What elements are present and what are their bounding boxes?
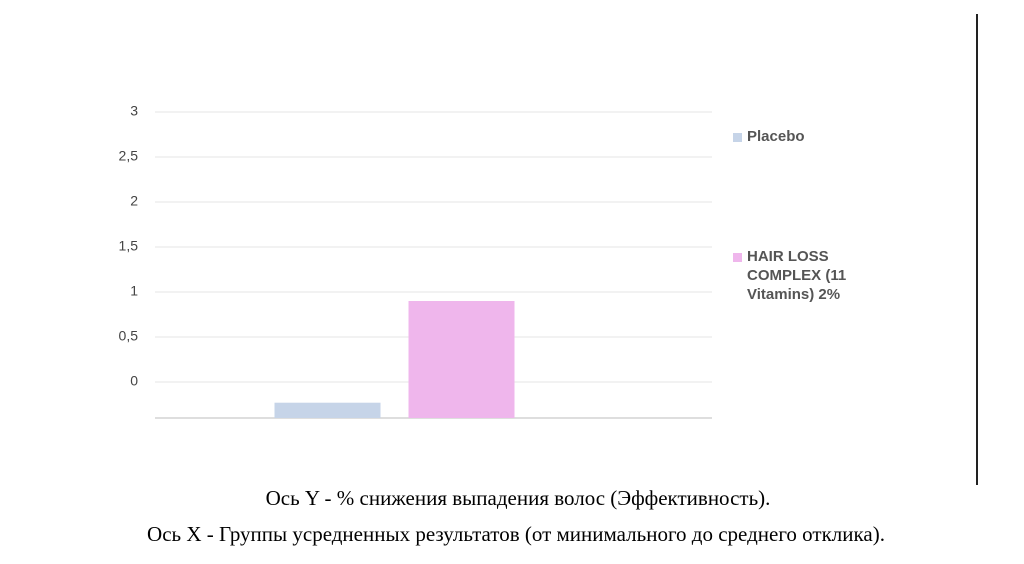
y-tick-label: 0,5 — [119, 328, 139, 344]
x-axis-caption: Ось X - Группы усредненных результатов (… — [147, 522, 885, 546]
y-tick-label: 0 — [130, 373, 138, 389]
y-axis-caption: Ось Y - % снижения выпадения волос (Эффе… — [266, 486, 771, 510]
y-tick-label: 2 — [130, 193, 138, 209]
legend-swatch — [733, 133, 742, 142]
y-tick-label: 1 — [130, 283, 138, 299]
y-tick-label: 3 — [130, 103, 138, 119]
legend-item: HAIR LOSS COMPLEX (11 Vitamins) 2% — [747, 248, 847, 303]
legend-swatch — [733, 253, 742, 262]
legend-item: Placebo — [747, 128, 805, 145]
y-tick-label: 1,5 — [119, 238, 139, 254]
bar — [408, 301, 515, 418]
bar — [274, 402, 381, 418]
legend-label: HAIR LOSS COMPLEX (11 Vitamins) 2% — [747, 248, 847, 303]
y-tick-label: 2,5 — [119, 148, 139, 164]
legend-label: Placebo — [747, 128, 805, 145]
